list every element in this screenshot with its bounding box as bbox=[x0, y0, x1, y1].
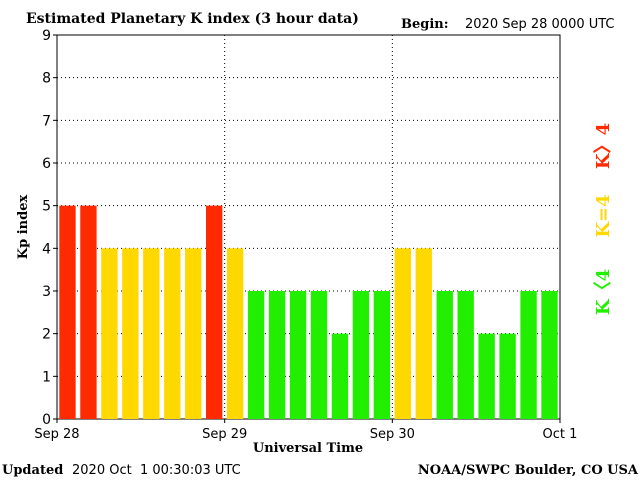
y-tick-label: 8 bbox=[42, 71, 51, 87]
kp-bar bbox=[373, 291, 391, 419]
kp-bar bbox=[164, 248, 181, 419]
kp-bar bbox=[226, 248, 244, 419]
legend-quiet: K〈4 bbox=[593, 269, 614, 315]
plot-area: 0 1 2 3 4 5 6 7 8 9 Sep 28 Sep 29 Sep 30 Oct 1 bbox=[34, 28, 577, 442]
updated-label: Updated bbox=[2, 463, 63, 478]
kp-bar bbox=[457, 291, 474, 419]
kp-bar bbox=[122, 248, 139, 419]
y-tick-label: 5 bbox=[42, 199, 51, 215]
kp-bar bbox=[80, 205, 97, 419]
kp-bar bbox=[268, 291, 286, 419]
kp-bar bbox=[310, 291, 328, 419]
kp-bar bbox=[185, 248, 202, 419]
kp-bar bbox=[394, 248, 411, 419]
kp-bar bbox=[478, 333, 495, 419]
kp-bar bbox=[59, 205, 76, 419]
legend-active: K=4 bbox=[593, 194, 614, 237]
x-tick-label: Sep 30 bbox=[370, 427, 415, 442]
kp-bar bbox=[143, 248, 160, 419]
kp-bar bbox=[436, 291, 453, 419]
y-tick-label: 6 bbox=[42, 156, 51, 172]
y-tick-label: 2 bbox=[42, 327, 51, 343]
kp-bar bbox=[206, 205, 223, 419]
updated-value: 2020 Oct 1 00:30:03 UTC bbox=[72, 463, 241, 478]
y-tick-label: 0 bbox=[42, 412, 51, 428]
kp-bar bbox=[499, 333, 516, 419]
x-axis-label: Universal Time bbox=[253, 441, 363, 456]
begin-value: 2020 Sep 28 0000 UTC bbox=[465, 17, 615, 32]
x-tick-label: Sep 28 bbox=[34, 427, 79, 442]
x-tick-label: Sep 29 bbox=[202, 427, 247, 442]
plot-frame bbox=[56, 34, 561, 420]
kp-bar bbox=[415, 248, 432, 419]
kp-bar bbox=[289, 291, 307, 419]
legend-storm: K〉4 bbox=[593, 123, 614, 169]
x-tick-label: Oct 1 bbox=[543, 427, 578, 442]
y-tick-label: 4 bbox=[42, 241, 51, 257]
begin-label: Begin: bbox=[401, 17, 449, 32]
kp-bar bbox=[101, 248, 118, 419]
chart-title: Estimated Planetary K index (3 hour data… bbox=[26, 11, 359, 27]
y-tick-label: 3 bbox=[42, 284, 51, 300]
y-axis-label: Kp index bbox=[16, 195, 31, 260]
credit: NOAA/SWPC Boulder, CO USA bbox=[418, 463, 639, 478]
y-tick-label: 7 bbox=[42, 113, 51, 129]
kp-bar bbox=[352, 291, 370, 419]
y-tick-label: 1 bbox=[42, 369, 51, 385]
kp-bar bbox=[247, 291, 265, 419]
kp-bar bbox=[520, 291, 537, 419]
kp-bar bbox=[541, 291, 558, 419]
kp-bar bbox=[331, 333, 349, 419]
y-tick-label: 9 bbox=[42, 28, 51, 44]
